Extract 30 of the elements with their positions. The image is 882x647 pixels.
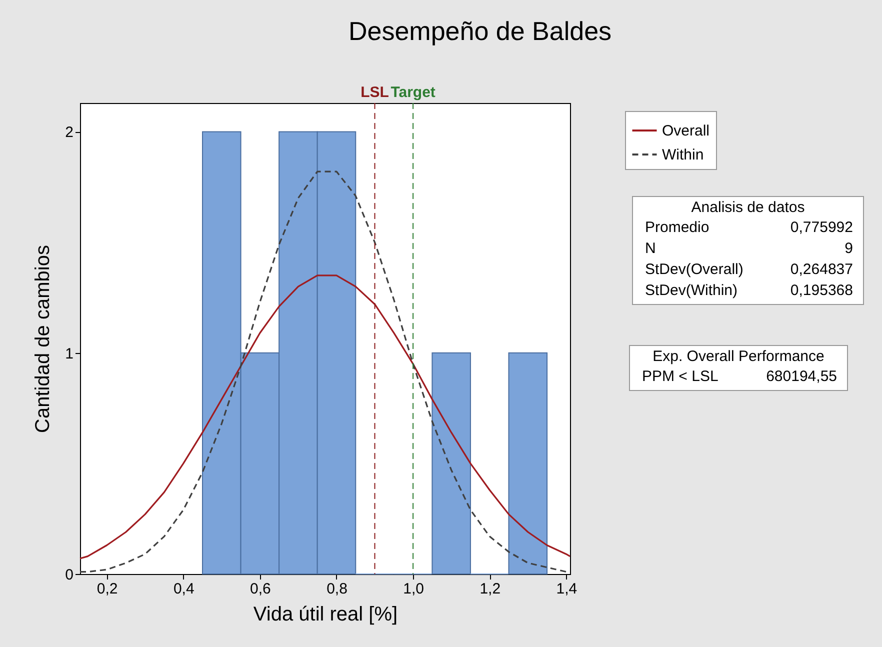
text: PPM < LSL: [642, 367, 718, 387]
chart-title: Desempeño de Baldes: [348, 16, 612, 46]
x-tick-label: 0,2: [96, 580, 118, 598]
line-series: [79, 274, 571, 560]
text: 680194,55: [766, 367, 837, 387]
text: Analisis de datos: [690, 198, 806, 217]
legend-label: Within: [662, 146, 704, 164]
text: StDev(Within): [645, 281, 738, 301]
text: 9: [844, 239, 853, 259]
y-tick-label: 1: [65, 345, 74, 362]
x-tick-label: 0,4: [173, 580, 194, 598]
x-axis-title: Vida útil real [%]: [253, 604, 398, 626]
ref-line-label: LSL: [360, 84, 389, 101]
text: N: [645, 239, 656, 259]
text: StDev(Overall): [645, 260, 744, 280]
x-tick-label: 1,0: [403, 580, 424, 598]
text: 0,264837: [790, 260, 853, 280]
text: Promedio: [645, 218, 710, 238]
ref-line-label: Target: [390, 84, 436, 101]
y-tick-label: 2: [65, 124, 74, 142]
x-tick-label: 1,2: [480, 580, 501, 598]
text: Exp. Overall Performance: [652, 347, 826, 366]
x-tick-label: 1,4: [556, 580, 578, 598]
legend-label: Overall: [662, 122, 710, 140]
text: 0,195368: [790, 281, 853, 301]
text: 0,775992: [790, 218, 853, 238]
y-tick-label: 0: [65, 566, 74, 584]
y-axis-title: Cantidad de cambios: [32, 245, 54, 433]
x-tick-label: 0,8: [326, 580, 348, 598]
x-tick-label: 0,6: [250, 580, 271, 598]
